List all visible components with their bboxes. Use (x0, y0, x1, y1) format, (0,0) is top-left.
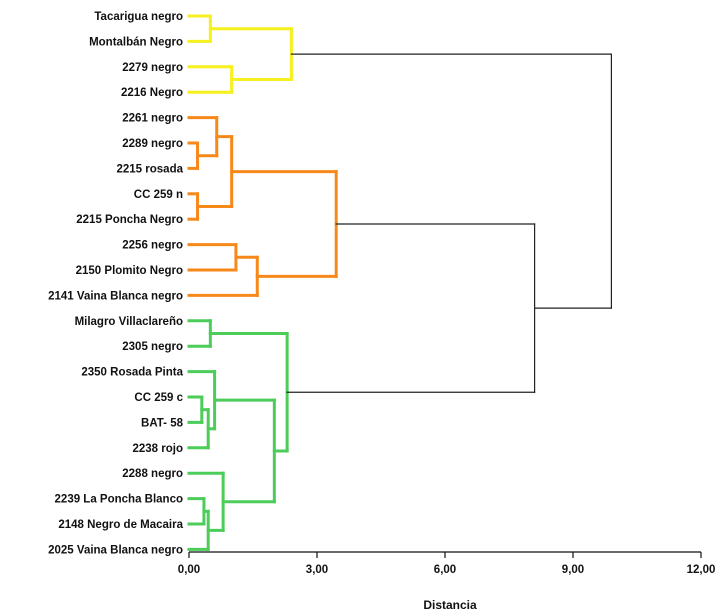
x-tick-label: 9,00 (562, 564, 584, 576)
leaf-label: 2256 negro (122, 240, 183, 252)
leaf-label: CC 259 c (134, 392, 183, 404)
x-tick-label: 0,00 (178, 564, 200, 576)
x-axis: 0,00 3,00 6,00 9,00 12,00 Distancia (178, 551, 716, 612)
leaf-label: 2305 negro (122, 341, 183, 353)
leaf-label: 2239 La Poncha Blanco (55, 494, 183, 506)
leaf-label: 2238 rojo (133, 443, 184, 455)
leaf-label: 2288 negro (122, 468, 183, 480)
leaf-label: Tacarigua negro (94, 11, 183, 23)
dendrogram-branches (187, 14, 613, 551)
x-tick-label: 12,00 (687, 564, 716, 576)
x-tick-label: 6,00 (434, 564, 456, 576)
leaf-label: Montalbán Negro (89, 36, 183, 48)
leaf-label: 2350 Rosada Pinta (81, 367, 183, 379)
leaf-label: 2215 rosada (117, 163, 184, 175)
leaf-label: 2279 negro (122, 62, 183, 74)
leaf-label: 2150 Plomito Negro (76, 265, 183, 277)
leaf-label: 2261 negro (122, 113, 183, 125)
leaf-label: Milagro Villaclareño (75, 316, 183, 328)
leaf-label: 2216 Negro (121, 87, 183, 99)
leaf-label: 2215 Poncha Negro (76, 214, 183, 226)
leaf-label: 2141 Vaina Blanca negro (48, 290, 183, 302)
leaf-labels: Tacarigua negro Montalbán Negro 2279 negro… (48, 11, 183, 556)
x-axis-ticks: 0,00 3,00 6,00 9,00 12,00 (178, 552, 716, 576)
leaf-label: CC 259 n (134, 189, 183, 201)
leaf-label: 2148 Negro de Macaira (58, 519, 183, 531)
leaf-label: 2025 Vaina Blanca negro (48, 544, 183, 556)
x-tick-label: 3,00 (306, 564, 328, 576)
leaf-label: BAT- 58 (141, 417, 184, 429)
leaf-label: 2289 negro (122, 138, 183, 150)
x-axis-title: Distancia (423, 598, 477, 612)
